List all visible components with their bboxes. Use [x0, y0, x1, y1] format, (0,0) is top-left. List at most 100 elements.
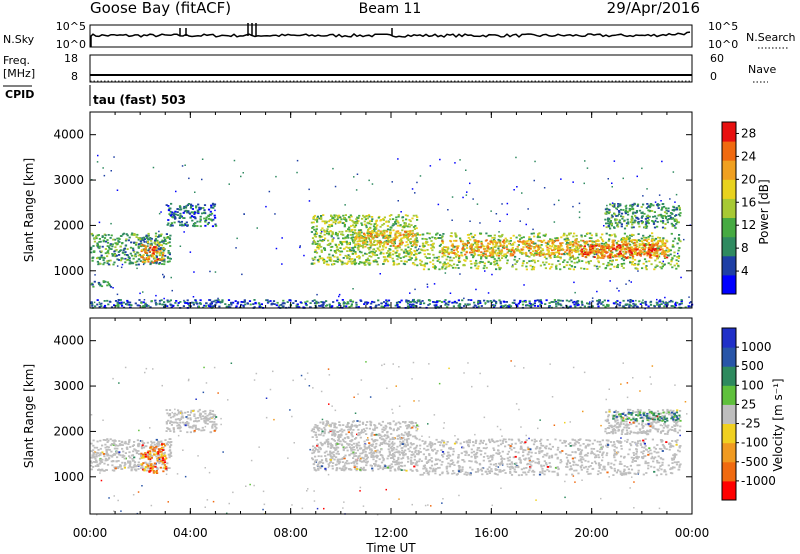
- echo-cell: [671, 266, 674, 269]
- echo-cell: [593, 264, 596, 267]
- echo-cell: [314, 249, 317, 252]
- echo-cell: [632, 306, 635, 308]
- echo-cell: [550, 252, 553, 254]
- echo-cell: [347, 254, 350, 257]
- echo-cell: [383, 241, 387, 244]
- echo-cell: [93, 237, 96, 240]
- echo-cell: [339, 253, 342, 256]
- echo-cell: [538, 253, 541, 256]
- echo-cell: [569, 232, 572, 235]
- echo-cell: [102, 239, 106, 242]
- echo-cell: [607, 261, 610, 264]
- echo-cell: [625, 238, 629, 241]
- echo-cell: [509, 305, 513, 308]
- echo-cell: [394, 237, 397, 240]
- echo-cell: [411, 229, 414, 232]
- echo-cell: [480, 241, 483, 244]
- echo-cell: [654, 237, 658, 240]
- echo-cell: [459, 239, 463, 242]
- echo-cell: [469, 260, 472, 263]
- echo-cell: [619, 244, 622, 247]
- echo-cell: [549, 267, 552, 270]
- echo-cell: [335, 231, 338, 234]
- echo-cell: [601, 255, 604, 258]
- echo-cell: [566, 241, 569, 244]
- echo-cell: [570, 243, 573, 246]
- echo-cell: [169, 245, 172, 247]
- echo-cell: [390, 214, 393, 216]
- echo-cell: [133, 448, 136, 451]
- echo-cell: [534, 242, 537, 245]
- echo-cell: [478, 262, 481, 264]
- echo-cell: [214, 299, 217, 302]
- echo-cell: [409, 242, 412, 245]
- echo-cell: [648, 215, 651, 218]
- echo-cell: [229, 306, 232, 309]
- echo-cell: [495, 254, 498, 257]
- echo-cell: [96, 257, 99, 260]
- echo-cell: [636, 254, 639, 257]
- echo-cell: [191, 219, 194, 222]
- echo-cell: [320, 215, 323, 217]
- echo-cell: [179, 301, 182, 303]
- echo-cell: [645, 225, 649, 228]
- echo-cell: [663, 263, 666, 266]
- echo-cell: [515, 156, 517, 159]
- echo-cell: [160, 263, 164, 265]
- echo-cell: [464, 253, 467, 256]
- echo-cell: [167, 257, 170, 260]
- echo-cell: [226, 512, 228, 515]
- echo-cell: [591, 249, 594, 252]
- echo-cell: [112, 253, 115, 256]
- echo-cell: [609, 268, 612, 270]
- echo-cell: [553, 221, 556, 223]
- echo-cell: [150, 504, 153, 507]
- echo-cell: [588, 303, 591, 305]
- echo-cell: [377, 248, 380, 251]
- echo-cell: [574, 305, 577, 308]
- echo-cell: [367, 262, 371, 264]
- echo-cell: [195, 398, 197, 400]
- echo-cell: [142, 236, 145, 239]
- echo-cell: [642, 239, 646, 242]
- echo-cell: [356, 222, 359, 225]
- echo-cell: [392, 229, 395, 232]
- echo-cell: [679, 212, 682, 214]
- echo-cell: [661, 262, 664, 265]
- echo-cell: [489, 240, 492, 243]
- nsky-label: N.Sky: [3, 33, 35, 46]
- echo-cell: [380, 305, 383, 308]
- echo-cell: [117, 251, 120, 253]
- echo-cell: [192, 216, 195, 218]
- echo-cell: [161, 248, 164, 250]
- echo-cell: [442, 263, 445, 266]
- echo-cell: [498, 249, 501, 252]
- echo-cell: [460, 251, 463, 254]
- echo-cell: [616, 265, 619, 267]
- echo-cell: [624, 238, 627, 241]
- echo-cell: [625, 248, 628, 251]
- echo-cell: [646, 243, 649, 246]
- echo-cell: [106, 255, 109, 258]
- echo-cell: [380, 232, 383, 235]
- echo-cell: [323, 233, 326, 236]
- echo-cell: [513, 251, 516, 254]
- echo-cell: [568, 264, 571, 266]
- echo-cell: [612, 242, 615, 244]
- echo-cell: [179, 214, 182, 217]
- echo-cell: [477, 243, 480, 246]
- echo-cell: [169, 234, 172, 237]
- echo-cell: [337, 237, 340, 240]
- echo-cell: [472, 256, 475, 259]
- echo-cell: [652, 204, 655, 207]
- echo-cell: [433, 283, 436, 285]
- echo-cell: [666, 256, 669, 259]
- echo-cell: [331, 231, 334, 233]
- echo-cell: [613, 203, 616, 205]
- echo-cell: [548, 305, 551, 308]
- echo-cell: [491, 254, 494, 257]
- echo-cell: [498, 299, 501, 302]
- echo-cell: [345, 305, 348, 308]
- echo-cell: [626, 248, 630, 251]
- echo-cell: [559, 257, 562, 260]
